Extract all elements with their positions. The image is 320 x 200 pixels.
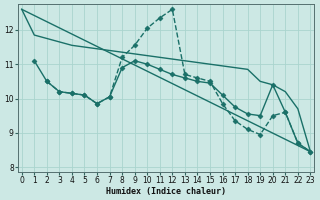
X-axis label: Humidex (Indice chaleur): Humidex (Indice chaleur) — [106, 187, 226, 196]
